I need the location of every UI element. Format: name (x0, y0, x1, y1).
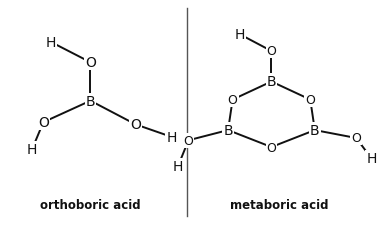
Text: H: H (234, 28, 245, 42)
Text: B: B (86, 94, 95, 108)
Text: H: H (166, 130, 177, 144)
Text: H: H (46, 36, 56, 50)
Text: O: O (267, 141, 276, 154)
Text: B: B (223, 124, 233, 137)
Text: O: O (228, 94, 238, 107)
Text: H: H (366, 152, 377, 166)
Text: O: O (85, 56, 96, 70)
Text: O: O (267, 45, 276, 58)
Text: O: O (130, 118, 141, 132)
Text: B: B (310, 124, 320, 137)
Text: H: H (27, 143, 37, 157)
Text: metaboric acid: metaboric acid (230, 198, 328, 211)
Text: O: O (38, 116, 49, 130)
Text: orthoboric acid: orthoboric acid (40, 198, 141, 211)
Text: H: H (173, 160, 183, 173)
Text: O: O (305, 94, 315, 107)
Text: O: O (351, 132, 361, 145)
Text: O: O (184, 134, 193, 147)
Text: B: B (267, 75, 276, 89)
